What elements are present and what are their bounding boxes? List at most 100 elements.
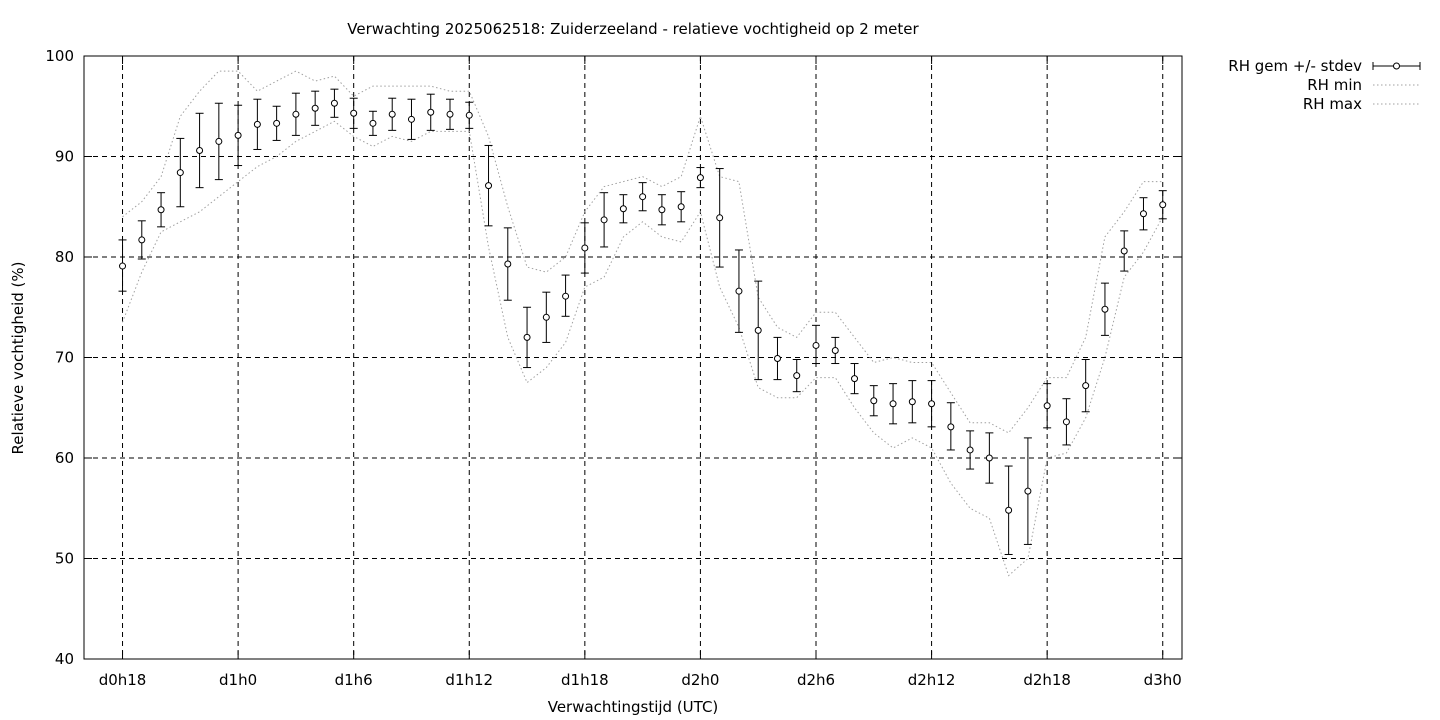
- mean-point: [889, 400, 897, 408]
- errorbar-point: [484, 144, 493, 227]
- errorbar-point: [368, 110, 377, 136]
- mean-point: [234, 131, 242, 139]
- errorbar-point: [407, 98, 416, 140]
- mean-point: [716, 214, 724, 222]
- errorbar-point: [600, 192, 609, 248]
- errorbar-point: [214, 102, 223, 181]
- mean-point: [215, 137, 223, 145]
- errorbar-point: [927, 380, 936, 428]
- y-tick-label: 100: [45, 47, 74, 65]
- errorbar-point: [542, 291, 551, 343]
- errorbar-point: [715, 168, 724, 268]
- mean-point: [677, 203, 685, 211]
- mean-point: [754, 326, 762, 334]
- mean-point: [157, 206, 165, 214]
- mean-point: [581, 244, 589, 252]
- errorbar-point: [234, 104, 243, 167]
- mean-point: [1005, 506, 1013, 514]
- errorbar-point: [503, 227, 512, 301]
- mean-point: [812, 341, 820, 349]
- errorbar-point: [272, 105, 281, 141]
- errorbar-point: [465, 101, 474, 129]
- series-line-rh-max: [122, 70, 1163, 434]
- mean-point: [870, 397, 878, 405]
- y-axis-label: Relatieve vochtigheid (%): [9, 261, 27, 454]
- x-tick-label: d3h0: [1144, 671, 1182, 689]
- errorbar-point: [677, 191, 686, 223]
- mean-point: [985, 454, 993, 462]
- mean-point: [542, 313, 550, 321]
- x-tick-label: d1h6: [335, 671, 373, 689]
- mean-point: [851, 375, 859, 383]
- mean-point: [1062, 418, 1070, 426]
- errorbar-point: [1081, 359, 1090, 413]
- mean-point: [485, 182, 493, 190]
- grid: [84, 56, 1182, 659]
- mean-point: [773, 355, 781, 363]
- mean-point: [523, 333, 531, 341]
- errorbar-point: [311, 90, 320, 126]
- series-layer: [118, 70, 1167, 577]
- legend-label: RH max: [1303, 95, 1362, 113]
- errorbar-point: [657, 194, 666, 226]
- mean-point: [1024, 487, 1032, 495]
- mean-point: [330, 99, 338, 107]
- mean-point: [639, 193, 647, 201]
- x-axis-label: Verwachtingstijd (UTC): [548, 698, 719, 716]
- errorbar-point: [388, 97, 397, 131]
- x-tick-label: d2h18: [1023, 671, 1071, 689]
- y-tick-label: 70: [55, 349, 74, 367]
- x-tick-label: d1h18: [561, 671, 609, 689]
- mean-point: [562, 292, 570, 300]
- errorbar-point: [966, 430, 975, 470]
- mean-point: [465, 111, 473, 119]
- errorbar-point: [1100, 282, 1109, 336]
- errorbar-point: [176, 137, 185, 208]
- errorbar-point: [1062, 398, 1071, 446]
- errorbar-point: [157, 192, 166, 228]
- y-tick-label: 60: [55, 449, 74, 467]
- mean-point: [350, 109, 358, 117]
- errorbar-point: [773, 336, 782, 381]
- mean-point: [793, 372, 801, 380]
- errorbar-point: [889, 383, 898, 425]
- x-tick-label: d2h12: [908, 671, 956, 689]
- errorbar-point: [1004, 465, 1013, 555]
- mean-point: [292, 110, 300, 118]
- mean-point: [119, 262, 127, 270]
- ticks: 40 50 60 70 80 90 100 d0h18 d1h0 d1h6 d1h12 d1h18 d2…: [45, 47, 1182, 689]
- errorbar-point: [580, 222, 589, 274]
- errorbar-point: [1139, 197, 1148, 231]
- errorbar-point: [426, 93, 435, 131]
- legend-swatch-point: [1393, 62, 1400, 70]
- mean-point: [600, 216, 608, 224]
- legend-label: RH min: [1307, 76, 1362, 94]
- errorbar-point: [946, 402, 955, 451]
- mean-point: [504, 260, 512, 268]
- errorbar-point: [831, 336, 840, 365]
- errorbar-point: [850, 363, 859, 395]
- y-tick-label: 80: [55, 248, 74, 266]
- legend-label: RH gem +/- stdev: [1228, 57, 1362, 75]
- errorbar-point: [137, 220, 146, 260]
- errorbar-point: [1043, 383, 1052, 429]
- errorbar-point: [195, 112, 204, 189]
- errorbar-point: [1023, 437, 1032, 545]
- errorbar-point: [792, 359, 801, 393]
- mean-point: [196, 146, 204, 154]
- mean-point: [947, 423, 955, 431]
- mean-point: [928, 400, 936, 408]
- x-tick-label: d2h0: [681, 671, 719, 689]
- series-line-rh-min: [122, 120, 1164, 577]
- mean-point: [388, 110, 396, 118]
- mean-point: [1159, 201, 1167, 209]
- x-tick-label: d1h12: [445, 671, 493, 689]
- x-tick-label: d0h18: [99, 671, 147, 689]
- mean-point: [1101, 305, 1109, 313]
- mean-point: [176, 169, 184, 177]
- mean-point: [696, 174, 704, 182]
- errorbar-point: [734, 249, 743, 333]
- mean-point: [273, 119, 281, 127]
